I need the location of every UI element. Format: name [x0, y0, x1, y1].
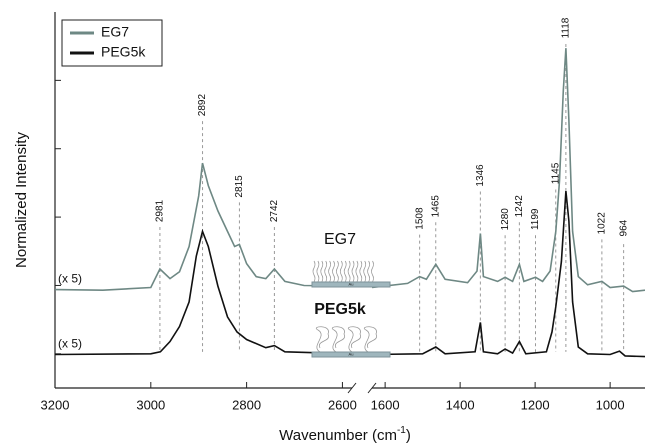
peak-label: 1022 — [597, 212, 608, 235]
series-line — [371, 191, 645, 358]
x-tick-label: 1400 — [446, 397, 475, 412]
peak-label: 2815 — [234, 175, 245, 198]
molecule — [336, 260, 339, 283]
molecule — [328, 260, 331, 283]
molecule — [316, 260, 320, 283]
molecule — [339, 260, 343, 283]
peak-label: 2742 — [269, 199, 280, 222]
peak-label: 1118 — [561, 17, 572, 38]
x-tick-label: 2800 — [232, 397, 261, 412]
x-label-main: Wavenumber (cm — [279, 427, 397, 444]
legend-label: EG7 — [101, 24, 129, 40]
molecule — [331, 326, 346, 353]
molecule — [359, 260, 363, 283]
x-label-end: ) — [406, 427, 411, 444]
peak-label: 1280 — [500, 208, 511, 231]
molecule — [315, 326, 330, 353]
peak-label: 1346 — [475, 164, 486, 187]
substrate — [311, 351, 391, 358]
scale-label: (x 5) — [58, 272, 82, 286]
y-axis-label: Normalized Intensity — [13, 132, 30, 268]
molecule — [367, 260, 370, 283]
peak-label: 1465 — [430, 195, 441, 218]
x-axis-label: Wavenumber (cm-1) — [279, 425, 411, 444]
peak-label: 1508 — [414, 207, 425, 230]
molecule — [312, 260, 316, 283]
molecule — [355, 260, 359, 283]
series-line — [54, 162, 353, 292]
peak-label: 2892 — [197, 94, 208, 117]
series-line — [54, 228, 353, 356]
inset-name: EG7 — [324, 231, 356, 248]
substrate — [311, 281, 391, 288]
axis-break — [347, 382, 357, 394]
peak-label: 2981 — [155, 199, 166, 222]
molecule — [363, 260, 367, 283]
peak-label: 1199 — [530, 208, 541, 230]
axis-break — [367, 382, 377, 394]
molecule — [351, 260, 355, 283]
molecule — [343, 260, 347, 283]
molecule — [347, 260, 351, 283]
molecule — [332, 260, 335, 283]
x-tick-label: 1200 — [521, 397, 550, 412]
x-tick-label: 1000 — [596, 397, 625, 412]
substrate-label: Au — [349, 352, 354, 357]
x-tick-label: 3000 — [136, 397, 165, 412]
x-tick-label: 2600 — [328, 397, 357, 412]
peak-label: 964 — [618, 219, 629, 236]
molecule — [324, 260, 328, 283]
inset-name: PEG5k — [314, 301, 366, 318]
x-label-sup: -1 — [397, 425, 406, 436]
peak-label: 1145 — [550, 162, 561, 184]
series-line — [371, 48, 645, 293]
x-tick-label: 1600 — [371, 397, 400, 412]
legend-label: PEG5k — [101, 44, 146, 60]
molecule — [320, 260, 324, 283]
molecule — [347, 326, 362, 353]
scale-label: (x 5) — [58, 337, 82, 351]
molecule — [371, 260, 374, 283]
substrate-label: Au — [349, 282, 354, 287]
legend-box — [61, 19, 163, 67]
x-tick-label: 3200 — [41, 397, 70, 412]
molecule — [363, 326, 378, 353]
peak-label: 1242 — [514, 195, 525, 218]
